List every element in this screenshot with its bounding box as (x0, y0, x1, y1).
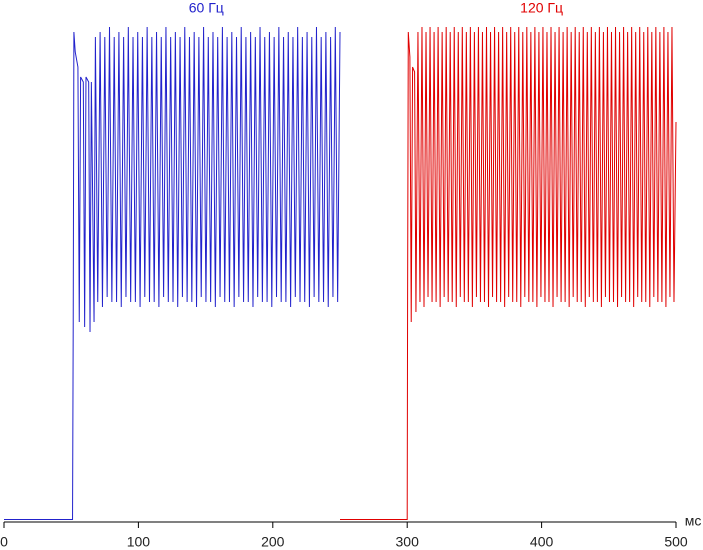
series-label: 120 Гц (520, 0, 563, 16)
x-tick-label: 400 (530, 534, 554, 550)
x-tick-label: 300 (396, 534, 420, 550)
x-axis-label: мс (685, 513, 702, 529)
x-tick-label: 100 (127, 534, 151, 550)
x-tick-label: 500 (664, 534, 688, 550)
series-line (340, 26, 677, 520)
series-label: 60 Гц (189, 0, 224, 16)
series-line (4, 26, 341, 520)
x-tick-label: 0 (0, 534, 8, 550)
x-tick-label: 200 (261, 534, 285, 550)
